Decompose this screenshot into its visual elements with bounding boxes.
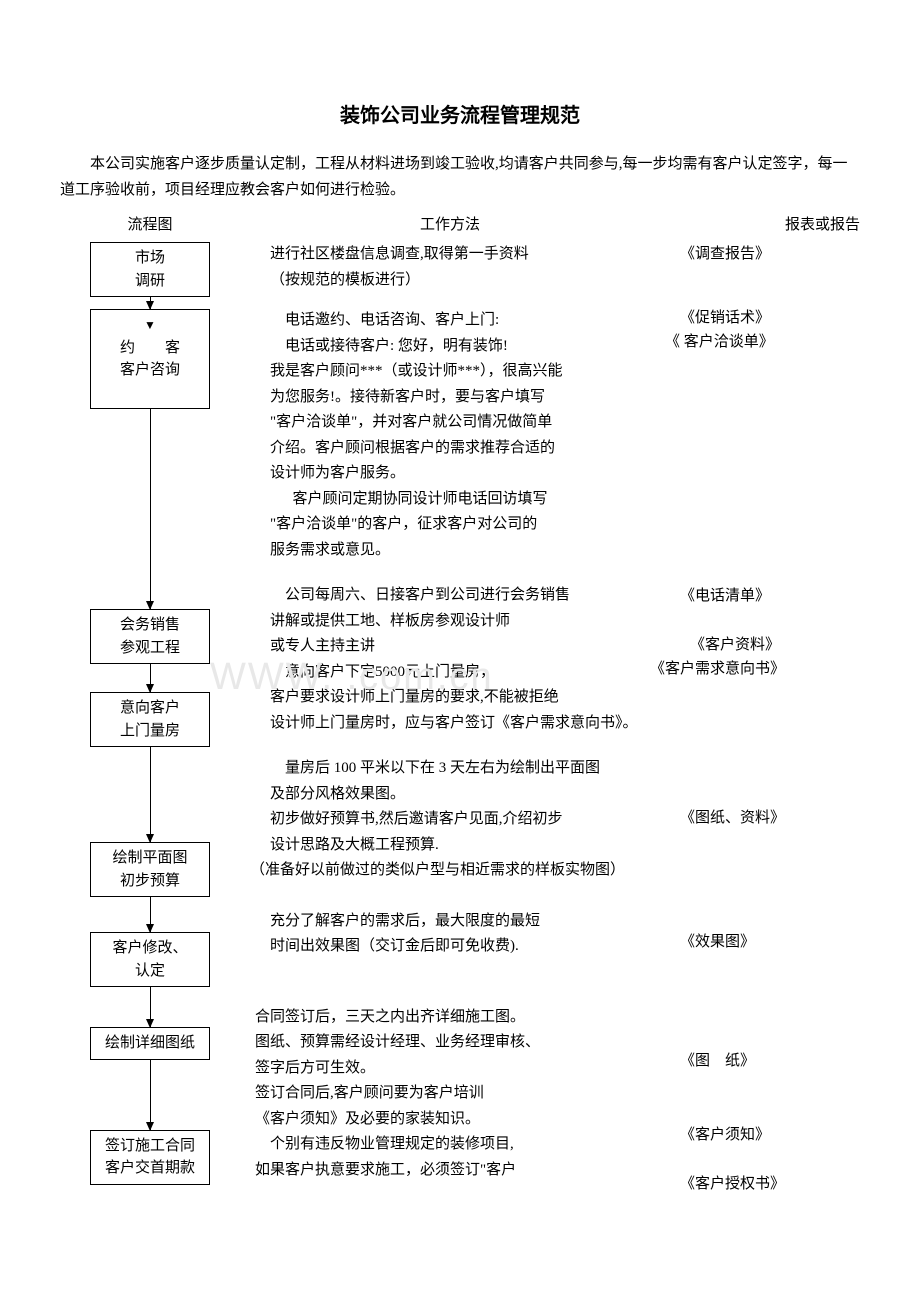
intro-text: 本公司实施客户逐步质量认定制，工程从材料进场到竣工验收,均请客户共同参与,每一步… <box>60 152 860 203</box>
flow-box-confirm: 客户修改、 认定 <box>90 932 210 987</box>
arrow-icon <box>150 409 151 609</box>
report-item: 《调查报告》 <box>680 242 860 266</box>
arrow-icon <box>150 1060 151 1130</box>
page-title: 装饰公司业务流程管理规范 <box>60 100 860 132</box>
header-flow: 流程图 <box>60 213 240 237</box>
method-3: 公司每周六、日接客户到公司进行会务销售 讲解或提供工地、样板房参观设计师 或专人… <box>270 583 670 660</box>
text: 客户顾问定期协同设计师电话回访填写 <box>270 487 670 513</box>
main-content: WWW. .com.cn 市场 调研 约 客 客户咨询 ▼ 会务销售 参观工程 … <box>60 242 860 1196</box>
text: 签字后方可生效。 <box>255 1056 670 1082</box>
text: （按规范的模板进行） <box>270 268 670 294</box>
text: 客户要求设计师上门量房的要求,不能被拒绝 <box>270 685 670 711</box>
method-8: 签订合同后,客户顾问要为客户培训 《客户须知》及必要的家装知识。 个别有违反物业… <box>255 1081 670 1183</box>
header-report: 报表或报告 <box>660 213 860 237</box>
text: 电话或接待客户: 您好，明有装饰! <box>270 334 670 360</box>
report-item: 《图纸、资料》 <box>680 806 860 830</box>
method-7: 合同签订后，三天之内出齐详细施工图。 图纸、预算需经设计经理、业务经理审核、 签… <box>255 1005 670 1082</box>
flow-box-contract: 签订施工合同 客户交首期款 <box>90 1130 210 1185</box>
flow-box-research: 市场 调研 <box>90 242 210 297</box>
flow-box-draft: 绘制平面图 初步预算 <box>90 842 210 897</box>
text: 或专人主持主讲 <box>270 634 670 660</box>
text: 设计师上门量房时，应与客户签订《客户需求意向书》。 <box>270 711 670 737</box>
arrow-icon <box>150 664 151 692</box>
report-item: 《促销话术》 <box>680 306 860 330</box>
arrow-icon <box>150 897 151 932</box>
text: 为您服务!。接待新客户时，要与客户填写 <box>270 385 670 411</box>
report-item: 《客户需求意向书》 <box>650 657 860 681</box>
report-item: 《 客户洽谈单》 <box>665 330 860 354</box>
text: 服务需求或意见。 <box>270 538 670 564</box>
arrow-icon <box>150 747 151 842</box>
method-4: 意向客户下定5000元上门量房， 客户要求设计师上门量房的要求,不能被拒绝 设计… <box>270 660 670 737</box>
column-headers: 流程图 工作方法 报表或报告 <box>60 213 860 237</box>
flow-box-consult: 约 客 客户咨询 ▼ <box>90 309 210 409</box>
text: 图纸、预算需经设计经理、业务经理审核、 <box>255 1030 670 1056</box>
text: 合同签订后，三天之内出齐详细施工图。 <box>255 1005 670 1031</box>
text: 个别有违反物业管理规定的装修项目, <box>255 1132 670 1158</box>
text: 如果客户执意要求施工，必须签订"客户 <box>255 1158 670 1184</box>
header-method: 工作方法 <box>240 213 660 237</box>
method-2: 电话邀约、电话咨询、客户上门: 电话或接待客户: 您好，明有装饰! 我是客户顾问… <box>270 308 670 563</box>
text: （准备好以前做过的类似户型与相近需求的样板实物图） <box>250 858 670 884</box>
method-1: 进行社区楼盘信息调查,取得第一手资料 （按规范的模板进行） <box>270 242 670 293</box>
report-item: 《图 纸》 <box>680 1049 860 1073</box>
flow-label: 约 客 客户咨询 <box>120 340 180 379</box>
text: 公司每周六、日接客户到公司进行会务销售 <box>270 583 670 609</box>
text: 充分了解客户的需求后，最大限度的最短 <box>270 909 670 935</box>
text: 量房后 100 平米以下在 3 天左右为绘制出平面图 <box>270 756 670 782</box>
report-item: 《客户资料》 <box>690 633 860 657</box>
report-item: 《客户须知》 <box>680 1123 860 1147</box>
method-6: 充分了解客户的需求后，最大限度的最短 时间出效果图（交订金后即可免收费). <box>270 909 670 960</box>
text: 进行社区楼盘信息调查,取得第一手资料 <box>270 242 670 268</box>
method-column: 进行社区楼盘信息调查,取得第一手资料 （按规范的模板进行） 电话邀约、电话咨询、… <box>240 242 670 1196</box>
text: 电话邀约、电话咨询、客户上门: <box>270 308 670 334</box>
flowchart-column: 市场 调研 约 客 客户咨询 ▼ 会务销售 参观工程 意向客户 上门量房 绘制平… <box>60 242 240 1196</box>
flow-box-sales: 会务销售 参观工程 <box>90 609 210 664</box>
text: 我是客户顾问***（或设计师***），很高兴能 <box>270 359 670 385</box>
text: 《客户须知》及必要的家装知识。 <box>255 1107 670 1133</box>
report-item: 《客户授权书》 <box>680 1172 860 1196</box>
text: 时间出效果图（交订金后即可免收费). <box>270 934 670 960</box>
flow-box-visit: 意向客户 上门量房 <box>90 692 210 747</box>
text: 设计思路及大概工程预算. <box>270 833 670 859</box>
report-item: 《效果图》 <box>680 930 860 954</box>
text: 签订合同后,客户顾问要为客户培训 <box>255 1081 670 1107</box>
text: 讲解或提供工地、样板房参观设计师 <box>270 609 670 635</box>
text: 及部分风格效果图。 <box>270 782 670 808</box>
arrow-icon <box>150 987 151 1027</box>
text: 初步做好预算书,然后邀请客户见面,介绍初步 <box>270 807 670 833</box>
text: "客户洽谈单"，并对客户就公司情况做简单 <box>270 410 670 436</box>
arrow-icon <box>150 297 151 309</box>
report-item: 《电话清单》 <box>680 584 860 608</box>
text: 意向客户下定5000元上门量房， <box>270 660 670 686</box>
arrow-down-icon: ▼ <box>144 316 156 334</box>
text: 介绍。客户顾问根据客户的需求推荐合适的 <box>270 436 670 462</box>
method-5: 量房后 100 平米以下在 3 天左右为绘制出平面图 及部分风格效果图。 初步做… <box>270 756 670 884</box>
flow-box-detail: 绘制详细图纸 <box>90 1027 210 1060</box>
text: 设计师为客户服务。 <box>270 461 670 487</box>
text: "客户洽谈单"的客户，征求客户对公司的 <box>270 512 670 538</box>
report-column: 《调查报告》 《促销话术》 《 客户洽谈单》 《电话清单》 《客户资料》 《客户… <box>670 242 860 1196</box>
